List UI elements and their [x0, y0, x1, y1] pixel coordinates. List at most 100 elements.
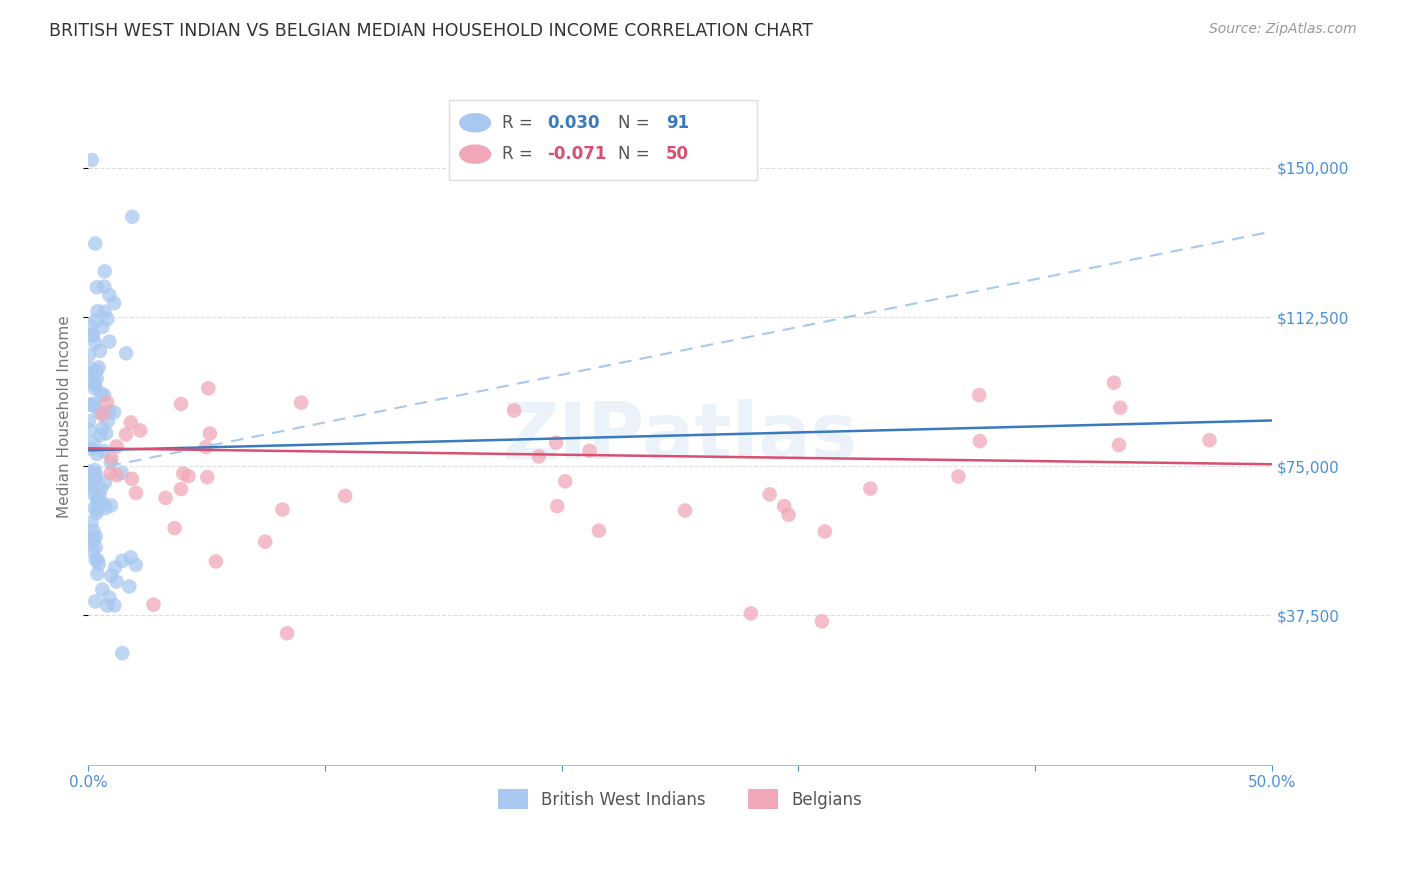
Point: [87, 493, 110, 508]
Point: [98, 591, 121, 605]
Point: [84, 529, 107, 543]
Point: [87, 557, 110, 571]
Point: [80, 485, 103, 500]
Point: [811, 615, 834, 629]
Point: [118, 580, 141, 594]
Point: [86, 447, 108, 461]
Point: [197, 381, 219, 395]
Point: [198, 426, 221, 441]
Point: [89, 428, 111, 442]
Point: [948, 469, 970, 483]
Point: [91, 320, 114, 334]
Point: [80, 367, 103, 381]
Point: [80, 442, 103, 456]
Point: [84, 594, 107, 608]
Point: [82, 328, 104, 343]
Point: [84, 236, 107, 251]
Point: [773, 499, 796, 513]
Point: [588, 524, 610, 538]
Point: [84, 467, 107, 482]
Point: [84, 553, 107, 567]
Point: [967, 388, 990, 402]
Point: [80, 361, 103, 376]
Point: [77, 414, 100, 428]
Point: [276, 626, 298, 640]
Point: [83, 381, 105, 395]
Text: 50: 50: [665, 145, 689, 163]
Point: [503, 403, 526, 417]
Point: [93, 304, 115, 318]
Point: [80, 516, 103, 530]
Point: [93, 264, 115, 278]
Point: [111, 466, 134, 480]
Text: 0.030: 0.030: [547, 114, 600, 132]
Text: N =: N =: [619, 114, 655, 132]
Point: [87, 405, 110, 419]
Point: [172, 467, 194, 481]
Point: [554, 475, 576, 489]
Point: [121, 472, 143, 486]
Legend: British West Indians, Belgians: British West Indians, Belgians: [491, 783, 869, 815]
Point: [86, 566, 108, 581]
Text: R =: R =: [502, 114, 538, 132]
Point: [84, 313, 107, 327]
Text: Source: ZipAtlas.com: Source: ZipAtlas.com: [1209, 22, 1357, 37]
Point: [93, 388, 115, 402]
Point: [83, 500, 105, 515]
Point: [120, 550, 142, 565]
Point: [740, 607, 762, 621]
Point: [100, 455, 122, 469]
Point: [155, 491, 177, 505]
Point: [1109, 401, 1132, 415]
Point: [86, 304, 108, 318]
Point: [86, 492, 108, 507]
Point: [93, 279, 115, 293]
Point: [80, 478, 103, 492]
Point: [778, 508, 800, 522]
Point: [79, 465, 101, 479]
Point: [82, 524, 104, 538]
Point: [79, 480, 101, 494]
Point: [96, 599, 118, 613]
Point: [205, 554, 228, 568]
Point: [87, 360, 110, 375]
Point: [335, 489, 357, 503]
Point: [86, 553, 108, 567]
Point: [121, 210, 143, 224]
Point: [100, 499, 122, 513]
Point: [115, 346, 138, 360]
Circle shape: [460, 145, 491, 163]
Point: [83, 399, 105, 413]
Point: [758, 487, 780, 501]
Text: R =: R =: [502, 145, 538, 163]
Point: [89, 488, 111, 502]
Point: [100, 466, 122, 480]
Point: [103, 405, 125, 419]
Point: [100, 451, 122, 466]
Point: [77, 531, 100, 545]
Point: [103, 296, 125, 310]
Point: [90, 386, 112, 401]
Point: [91, 582, 114, 597]
Point: [1108, 438, 1130, 452]
Point: [673, 503, 696, 517]
Point: [100, 568, 122, 582]
Point: [527, 450, 550, 464]
Point: [86, 371, 108, 385]
Point: [103, 599, 125, 613]
Point: [79, 423, 101, 437]
Point: [96, 395, 118, 409]
Point: [79, 318, 101, 333]
Point: [1198, 433, 1220, 447]
Point: [90, 482, 112, 496]
Point: [84, 335, 107, 350]
Point: [77, 348, 100, 362]
Text: -0.071: -0.071: [547, 145, 607, 163]
Point: [290, 395, 312, 409]
Point: [96, 426, 118, 441]
Point: [105, 574, 128, 589]
Point: [98, 288, 121, 302]
Point: [77, 398, 100, 412]
Point: [170, 397, 193, 411]
Point: [97, 414, 120, 428]
